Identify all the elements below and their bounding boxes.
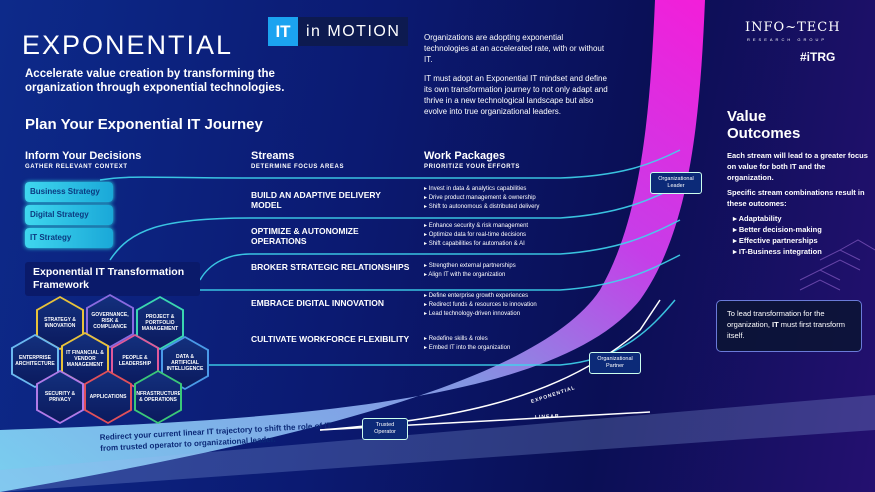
page-title: EXPONENTIAL <box>22 30 234 60</box>
outcomes-paragraph: Specific stream combinations result in t… <box>727 188 865 208</box>
it-badge: IT <box>268 17 298 46</box>
stream-2: OPTIMIZE & AUTONOMIZE OPERATIONS <box>251 226 359 246</box>
trajectory-band <box>0 0 705 492</box>
work-package: Align IT with the organization <box>424 271 516 280</box>
work-package: Drive product management & ownership <box>424 194 539 203</box>
work-packages-4: Define enterprise growth experiencesRedi… <box>424 292 537 319</box>
tagline: Accelerate value creation by transformin… <box>25 68 285 94</box>
stream-5: CULTIVATE WORKFORCE FLEXIBILITY <box>251 334 410 344</box>
role-organizational-partner: Organizational Partner <box>589 352 641 374</box>
column-title: Inform Your Decisions <box>25 150 142 162</box>
stream-4: EMBRACE DIGITAL INNOVATION <box>251 298 385 308</box>
work-package: Strengthen external partnerships <box>424 262 516 271</box>
hex-label: INFRASTRUCTURE & OPERATIONS <box>136 372 180 422</box>
input-business-strategy: Business Strategy <box>25 182 113 202</box>
work-packages-3: Strengthen external partnershipsAlign IT… <box>424 262 516 280</box>
linear-label: LINEAR <box>534 413 560 421</box>
work-package: Lead technology-driven innovation <box>424 310 537 319</box>
callout-text: must first transform itself. <box>727 320 845 340</box>
streams-header: Streams DETERMINE FOCUS AREAS <box>251 150 344 170</box>
work-package: Redefine skills & roles <box>424 335 510 344</box>
work-packages-2: Enhance security & risk managementOptimi… <box>424 222 528 249</box>
stream-line-5 <box>195 299 676 366</box>
plan-title: Plan Your Exponential IT Journey <box>25 116 263 133</box>
work-package: Define enterprise growth experiences <box>424 292 537 301</box>
work-package: Embed IT into the organization <box>424 344 511 353</box>
work-package: Shift to autonomous & distributed delive… <box>424 203 540 212</box>
work-package: Redirect funds & resources to innovation <box>424 301 537 310</box>
outcome-item: Better decision-making <box>733 224 872 235</box>
work-package: Enhance security & risk management <box>424 222 528 231</box>
work-package: Shift capabilities for automation & AI <box>424 240 528 249</box>
chevron-decoration <box>799 239 875 291</box>
stream-3: BROKER STRATEGIC RELATIONSHIPS <box>251 262 410 272</box>
work-packages-5: Redefine skills & rolesEmbed IT into the… <box>424 335 511 353</box>
column-subtitle: DETERMINE FOCUS AREAS <box>251 164 345 170</box>
outcome-item: IT-Business integration <box>733 246 872 257</box>
brand-subtitle: RESEARCH GROUP <box>747 37 828 42</box>
input-digital-strategy: Digital Strategy <box>25 205 113 225</box>
outcomes-paragraph: Each stream will lead to a greater focus… <box>727 151 868 182</box>
work-package: Invest in data & analytics capabilities <box>424 185 539 194</box>
work-package: Optimize data for real-time decisions <box>424 231 528 240</box>
framework-title: Exponential IT Transformation Framework <box>25 262 200 296</box>
stream-line-4 <box>200 254 681 291</box>
stream-line-2 <box>109 184 681 261</box>
linear-band <box>0 395 875 492</box>
role-organizational-leader: Organizational Leader <box>650 172 702 194</box>
input-it-strategy: IT Strategy <box>25 228 113 248</box>
column-title: Work Packages <box>424 150 506 162</box>
role-trusted-operator: Trusted Operator <box>362 418 408 440</box>
framework-hex: SECURITY & PRIVACY <box>36 370 84 424</box>
stream-1: BUILD AN ADAPTIVE DELIVERY MODEL <box>251 190 381 210</box>
brand-hashtag: #iTRG <box>800 50 836 64</box>
hex-label: GOVERNANCE, RISK & COMPLIANCE <box>88 296 132 346</box>
outcome-item: Effective partnerships <box>733 235 872 246</box>
hex-label: APPLICATIONS <box>86 372 130 422</box>
callout-text: To lead transformation for the organizat… <box>727 309 825 329</box>
framework-hex: INFRASTRUCTURE & OPERATIONS <box>134 370 182 424</box>
column-subtitle: PRIORITIZE YOUR EFFORTS <box>424 164 521 170</box>
work-header: Work Packages PRIORITIZE YOUR EFFORTS <box>424 150 520 170</box>
work-packages-1: Invest in data & analytics capabilitiesD… <box>424 185 540 212</box>
framework-hex: APPLICATIONS <box>84 370 132 424</box>
stream-line-3 <box>199 219 681 281</box>
outcome-item: Adaptability <box>733 213 872 224</box>
intro-paragraph: Organizations are adopting exponential t… <box>424 33 605 64</box>
in-motion-badge: in MOTION <box>298 17 409 46</box>
outcomes-list: Adaptability Better decision-making Effe… <box>727 213 872 257</box>
stream-line-1 <box>99 149 681 181</box>
hex-label: PROJECT & PORTFOLIO MANAGEMENT <box>138 298 182 348</box>
callout-box: To lead transformation for the organizat… <box>716 300 862 352</box>
column-title: Streams <box>251 150 295 162</box>
inform-header: Inform Your Decisions GATHER RELEVANT CON… <box>25 150 141 170</box>
outcomes-title: Value Outcomes <box>727 108 801 142</box>
intro-text: Organizations are adopting exponential t… <box>424 32 609 125</box>
brand-logo: INFO~TECH <box>745 20 841 35</box>
outcomes-text: Each stream will lead to a greater focus… <box>727 150 872 257</box>
framework-hex: DATA & ARTIFICIAL INTELLIGENCE <box>161 336 209 390</box>
intro-paragraph: IT must adopt an Exponential IT mindset … <box>424 74 608 116</box>
hex-label: SECURITY & PRIVACY <box>38 372 82 422</box>
column-subtitle: GATHER RELEVANT CONTEXT <box>25 164 128 170</box>
callout-bold: IT <box>772 320 779 329</box>
